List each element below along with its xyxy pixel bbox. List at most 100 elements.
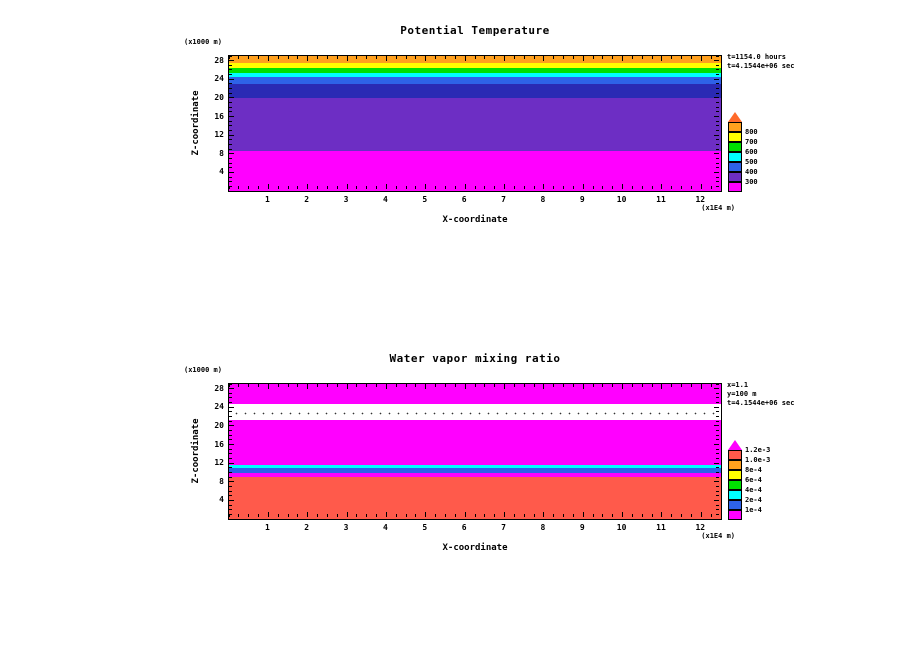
y-tick-label: 20 <box>214 420 224 430</box>
y-major-tick <box>714 388 719 390</box>
x-minor-tick <box>474 56 476 59</box>
y-major-tick <box>229 60 234 62</box>
x-minor-tick <box>641 56 643 59</box>
contour-band <box>229 419 721 465</box>
x-major-tick <box>504 512 506 517</box>
x-axis-unit-label: (x1E4 m) <box>701 204 735 212</box>
y-minor-tick <box>229 402 232 404</box>
x-major-tick <box>346 56 348 61</box>
x-minor-tick <box>238 186 240 189</box>
y-major-tick <box>714 153 719 155</box>
x-minor-tick <box>229 56 230 59</box>
y-minor-tick <box>716 397 719 399</box>
x-minor-tick <box>523 56 525 59</box>
y-tick-label: 20 <box>214 92 224 102</box>
y-major-tick <box>229 116 234 118</box>
y-major-tick <box>229 171 234 173</box>
x-minor-tick <box>326 384 328 387</box>
x-minor-tick <box>720 514 721 517</box>
y-minor-tick <box>716 439 719 441</box>
x-tick-label: 11 <box>656 195 666 204</box>
x-major-tick <box>385 56 387 61</box>
x-major-tick <box>267 184 269 189</box>
y-major-tick <box>229 425 234 427</box>
x-minor-tick <box>690 186 692 189</box>
y-minor-tick <box>716 420 719 422</box>
x-minor-tick <box>356 514 358 517</box>
x-minor-tick <box>277 514 279 517</box>
colorbar-label: 800 <box>745 128 758 136</box>
x-tick-label: 4 <box>383 195 388 204</box>
slice-annotations: x=1.1 y=100 m t=4.1544e+06 sec <box>727 381 794 408</box>
y-minor-tick <box>716 129 719 131</box>
y-minor-tick <box>229 420 232 422</box>
y-minor-tick <box>229 518 232 519</box>
contour-band <box>229 464 721 469</box>
x-major-tick <box>307 512 309 517</box>
y-minor-tick <box>229 485 232 487</box>
y-minor-tick <box>716 485 719 487</box>
x-axis-unit-label: (x1E4 m) <box>701 532 735 540</box>
x-minor-tick <box>356 384 358 387</box>
y-tick-label: 24 <box>214 402 224 412</box>
x-minor-tick <box>612 56 614 59</box>
x-tick-label: 7 <box>501 523 506 532</box>
x-major-tick <box>661 512 663 517</box>
y-minor-tick <box>229 83 232 85</box>
y-major-tick <box>714 481 719 483</box>
y-minor-tick <box>229 148 232 150</box>
colorbar-label: 300 <box>745 178 758 186</box>
x-minor-tick <box>395 186 397 189</box>
y-minor-tick <box>716 176 719 178</box>
x-minor-tick <box>533 514 535 517</box>
x-minor-tick <box>297 186 299 189</box>
y-minor-tick <box>716 125 719 127</box>
y-minor-tick <box>716 143 719 145</box>
colorbar-segments <box>728 450 742 520</box>
colorbar-segment <box>728 470 742 480</box>
y-tick-label: 4 <box>219 167 224 177</box>
x-tick-label: 11 <box>656 523 666 532</box>
y-major-tick <box>229 499 234 501</box>
x-minor-tick <box>612 384 614 387</box>
x-minor-tick <box>484 186 486 189</box>
x-minor-tick <box>238 56 240 59</box>
y-minor-tick <box>716 64 719 66</box>
x-major-tick <box>425 56 427 61</box>
y-major-tick <box>714 97 719 99</box>
x-tick-label: 10 <box>616 195 627 204</box>
y-major-tick <box>229 481 234 483</box>
x-minor-tick <box>454 186 456 189</box>
x-major-tick <box>425 184 427 189</box>
x-minor-tick <box>572 56 574 59</box>
colorbar-segment <box>728 162 742 172</box>
x-major-tick <box>661 184 663 189</box>
y-minor-tick <box>229 69 232 71</box>
y-minor-tick <box>229 471 232 473</box>
x-major-tick <box>582 512 584 517</box>
x-minor-tick <box>553 384 555 387</box>
x-minor-tick <box>681 384 683 387</box>
y-minor-tick <box>229 416 232 418</box>
y-major-tick <box>714 462 719 464</box>
colorbar-triangle-icon <box>728 112 742 122</box>
x-tick-label: 8 <box>540 195 546 204</box>
x-major-tick <box>700 512 702 517</box>
x-minor-tick <box>287 56 289 59</box>
x-minor-tick <box>592 186 594 189</box>
x-minor-tick <box>592 384 594 387</box>
x-minor-tick <box>287 384 289 387</box>
x-major-tick <box>582 384 584 389</box>
x-minor-tick <box>376 514 378 517</box>
x-minor-tick <box>602 186 604 189</box>
y-minor-tick <box>229 467 232 469</box>
y-minor-tick <box>229 439 232 441</box>
x-minor-tick <box>641 384 643 387</box>
x-major-tick <box>661 56 663 61</box>
x-minor-tick <box>376 186 378 189</box>
x-minor-tick <box>258 186 260 189</box>
y-minor-tick <box>716 181 719 183</box>
y-major-tick <box>714 60 719 62</box>
x-major-tick <box>346 184 348 189</box>
